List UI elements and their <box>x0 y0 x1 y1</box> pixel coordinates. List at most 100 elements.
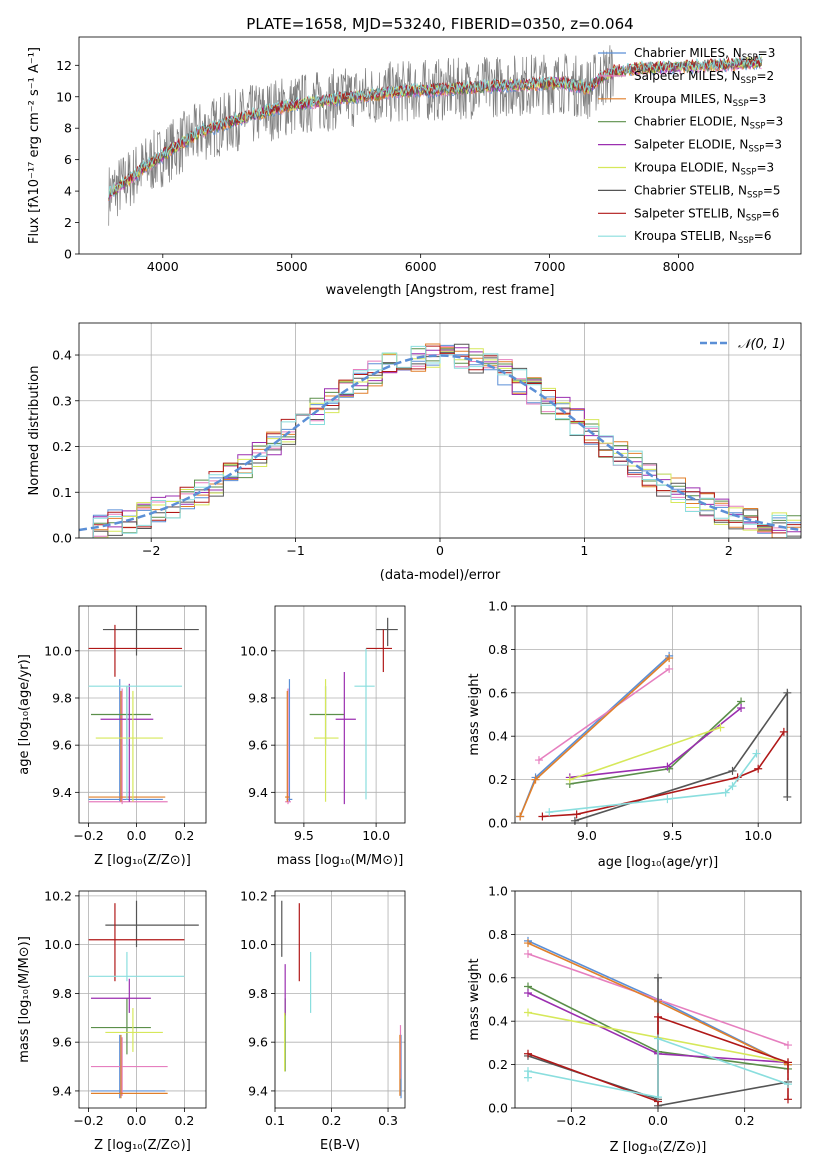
weight_vs_age-series-salpeter_stelib <box>538 727 788 821</box>
weight_vs_age-marker-chabrier_stelib <box>728 766 737 775</box>
weight_vs_Z-frame <box>514 890 802 1109</box>
weight_vs_age-ytick-label: 0.0 <box>488 816 508 831</box>
age_vs_mass-frame <box>274 605 406 824</box>
mass_vs_ebv-axes: 0.1 0.2 0.3 9.4 9.6 9.8 10.0 10.2 <box>240 888 405 1128</box>
mass_vs_ebv-grid <box>274 891 405 1108</box>
weight_vs_age-frame <box>514 605 802 824</box>
spectrum-legend-label-kroupa_miles: Kroupa MILES, NSSP=3 <box>634 92 766 109</box>
weight_vs_Z-marker-salpeter_stelib <box>524 1049 532 1058</box>
weight_vs_age-marker-salpeter_miles <box>534 756 543 765</box>
weight_vs_age-marker-salpeter_stelib <box>754 764 763 773</box>
mass_vs_ebv-frame <box>274 890 406 1109</box>
age_vs_Z-axes: −0.2 0.0 0.2 9.4 9.6 9.8 10.0 <box>44 606 206 843</box>
spectrum-xtick-label: 8000 <box>663 259 695 274</box>
weight_vs_age-marker-salpeter_stelib <box>779 727 788 736</box>
age_vs_Z-xtick-label: −0.2 <box>73 828 103 843</box>
spectrum-frame <box>78 36 802 255</box>
weight_vs_age-ytick-label: 1.0 <box>488 599 508 614</box>
weight_vs_age-xtick-label: 9.0 <box>577 828 597 843</box>
spectrum-ytick-label: 10 <box>56 89 72 104</box>
age_vs_mass-grid <box>275 606 405 823</box>
mass_vs_Z-frame <box>78 890 207 1109</box>
age_vs_Z-point-chabrier_stelib <box>102 606 199 656</box>
spectrum-legend: Chabrier MILES, NSSP=3 Salpeter MILES, NS… <box>598 46 783 246</box>
age_vs_mass-point-chabrier_stelib <box>376 617 398 647</box>
weight_vs_Z-marker-kroupa_miles <box>524 939 532 948</box>
weight_vs_Z-marker-kroupa_elodie <box>524 1008 532 1017</box>
residual_histogram-xtick-label: −2 <box>142 543 160 558</box>
weight_vs_Z-marker-salpeter_stelib <box>654 1012 662 1021</box>
weight_vs_age-marker-kroupa_miles <box>665 654 674 663</box>
mass_vs_Z-ytick-label: 9.8 <box>52 986 72 1001</box>
spectrum-xtick-label: 6000 <box>405 259 437 274</box>
mass_vs_ebv-points <box>281 900 402 1099</box>
residual_histogram-xtick-label: 2 <box>725 543 733 558</box>
weight_vs_age-marker-kroupa_stelib <box>663 795 672 804</box>
weight_vs_Z-marker-chabrier_stelib <box>654 973 662 982</box>
histogram-plot-area <box>79 343 801 538</box>
weight_vs_Z-series-salpeter_stelib <box>524 1012 792 1106</box>
weight_vs_age-xlabel: age [log₁₀(age/yr)] <box>598 855 719 870</box>
weight_vs_age-marker-kroupa_elodie <box>565 775 574 784</box>
weight_vs_Z-ytick-label: 1.0 <box>488 884 508 899</box>
weight_vs_Z-marker-kroupa_stelib <box>654 1034 662 1043</box>
spectrum-legend-label-kroupa_elodie: Kroupa ELODIE, NSSP=3 <box>634 161 774 178</box>
age_vs_mass-point-kroupa_elodie <box>314 679 339 802</box>
weight_vs_age-marker-kroupa_miles <box>531 775 540 784</box>
weight_vs_age-ytick-label: 0.2 <box>488 772 508 787</box>
spectrum-ytick-label: 6 <box>64 152 72 167</box>
weight_vs_age-marker-kroupa_miles <box>516 812 525 821</box>
mass_vs_ebv-ytick-label: 10.0 <box>240 937 268 952</box>
spectrum-xtick-label: 4000 <box>147 259 179 274</box>
weight_vs_Z-marker-salpeter_elodie <box>524 988 532 997</box>
age_vs_Z-point-kroupa_elodie <box>95 690 163 802</box>
mass_vs_Z-point-kroupa_stelib <box>88 951 185 982</box>
weight_vs_Z-ytick-label: 0.0 <box>488 1101 508 1116</box>
weight_vs_Z-xtick-label: 0.0 <box>648 1113 668 1128</box>
spectrum-xtick-label: 5000 <box>276 259 308 274</box>
weight_vs_age-series-kroupa_elodie <box>565 723 725 784</box>
age_vs_mass-ytick-label: 9.8 <box>248 690 268 705</box>
spectrum-legend-label-salpeter_miles: Salpeter MILES, NSSP=2 <box>634 69 774 86</box>
spectrum-ytick-label: 4 <box>64 184 72 199</box>
mass_vs_Z-ytick-label: 9.6 <box>52 1035 72 1050</box>
age_vs_mass-point-salpeter_miles <box>285 688 291 805</box>
mass_vs_Z-grid <box>79 891 206 1108</box>
spectrum-xlabel: wavelength [Angstrom, rest frame] <box>326 283 555 298</box>
weight_vs_Z-ytick-label: 0.8 <box>488 927 508 942</box>
weight_vs_age-marker-chabrier_stelib <box>783 792 792 801</box>
residual_histogram-ytick-label: 0.4 <box>52 348 72 363</box>
age_vs_mass-point-salpeter_stelib <box>366 629 392 673</box>
spectrum-legend-label-chabrier_elodie: Chabrier ELODIE, NSSP=3 <box>634 115 783 132</box>
weight_vs_age-marker-kroupa_stelib <box>728 782 737 791</box>
weight_vs_Z-xlabel: Z [log₁₀(Z/Z⊙)] <box>610 1140 707 1155</box>
weight_vs_Z-marker-salpeter_stelib <box>784 1058 792 1067</box>
mass_vs_ebv-xtick-label: 0.2 <box>322 1113 342 1128</box>
age_vs_Z-ytick-label: 10.0 <box>44 643 72 658</box>
spectrum-ylabel: Flux [fλ10⁻¹⁷ erg cm⁻² s⁻¹ A⁻¹] <box>27 47 42 244</box>
age_vs_mass-ytick-label: 9.4 <box>248 785 268 800</box>
weight_vs_age-series <box>516 651 792 825</box>
mass_vs_ebv-ytick-label: 9.4 <box>248 1083 268 1098</box>
weight_vs_age-marker-chabrier_stelib <box>570 816 579 825</box>
age_vs_mass-ytick-label: 10.0 <box>240 643 268 658</box>
weight_vs_age-line-kroupa_miles <box>519 657 670 817</box>
age_vs_Z-xlabel: Z [log₁₀(Z/Z⊙)] <box>94 853 191 868</box>
age_vs_mass-xtick-label: 10.0 <box>362 828 390 843</box>
figure-title: PLATE=1658, MJD=53240, FIBERID=0350, z=0… <box>246 15 633 33</box>
mass_vs_Z-point-salpeter_stelib <box>88 903 185 982</box>
residual_histogram-xtick-label: 0 <box>436 543 444 558</box>
weight_vs_Z-series <box>524 936 792 1110</box>
mass_vs_Z-axes: −0.2 0.0 0.2 9.4 9.6 9.8 10.0 10.2 <box>44 888 206 1128</box>
spectrum-model-line-kroupa_stelib <box>108 55 762 198</box>
spectrum-legend-label-kroupa_stelib: Kroupa STELIB, NSSP=6 <box>634 229 772 246</box>
mass_vs_Z-point-chabrier_elodie <box>90 998 151 1055</box>
residual_histogram-ytick-label: 0.1 <box>52 485 72 500</box>
mass_vs_ebv-xtick-label: 0.3 <box>378 1113 398 1128</box>
age_vs_Z-points <box>88 606 199 805</box>
weight_vs_age-ytick-label: 0.6 <box>488 685 508 700</box>
age_vs_Z-point-kroupa_stelib <box>88 685 183 800</box>
weight_vs_Z-xtick-label: −0.2 <box>556 1113 586 1128</box>
age_vs_Z-ytick-label: 9.4 <box>52 785 72 800</box>
weight_vs_age-line-salpeter_elodie <box>569 707 742 779</box>
